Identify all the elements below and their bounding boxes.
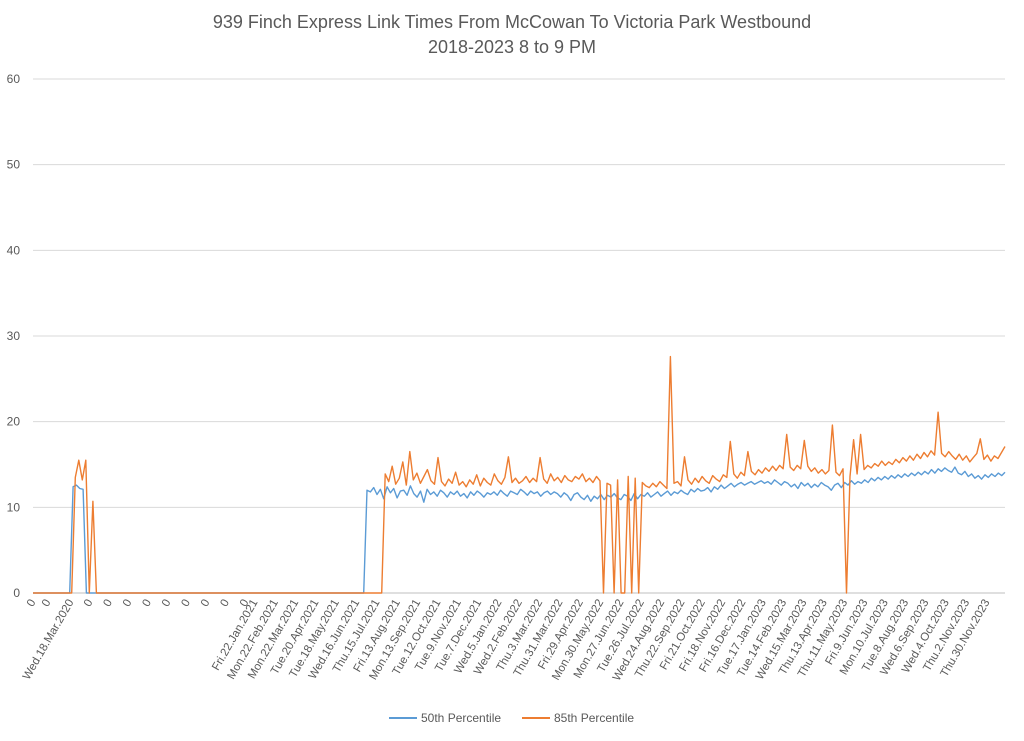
series-line-85th <box>33 355 1006 594</box>
y-tick-label: 60 <box>7 72 21 86</box>
x-tick-label: 0 <box>121 598 135 610</box>
y-tick-label: 50 <box>7 158 21 172</box>
x-tick-label: Wed.18.Mar.2020 <box>21 598 77 682</box>
series-line-50th <box>33 466 1006 594</box>
legend-label-50th: 50th Percentile <box>421 711 501 725</box>
y-tick-label: 40 <box>7 243 21 257</box>
y-tick-label: 0 <box>13 586 20 600</box>
chart-title: 939 Finch Express Link Times From McCowa… <box>212 12 812 32</box>
x-tick-label: 0 <box>25 598 39 610</box>
x-tick-label: 0 <box>160 598 174 610</box>
y-tick-label: 10 <box>7 500 21 514</box>
x-tick-label: 0 <box>238 598 252 610</box>
x-tick-label: 0 <box>199 598 213 610</box>
x-tick-label: 0 <box>180 598 194 610</box>
chart-subtitle: 2018-2023 8 to 9 PM <box>427 37 597 57</box>
legend-label-85th: 85th Percentile <box>554 711 634 725</box>
x-tick-label: 0 <box>82 598 96 610</box>
x-tick-label: 0 <box>102 598 116 610</box>
x-tick-label: 0 <box>219 598 233 610</box>
y-tick-label: 20 <box>7 415 21 429</box>
x-tick-label: 0 <box>40 598 54 610</box>
x-tick-label: 0 <box>141 598 155 610</box>
y-tick-label: 30 <box>7 329 21 343</box>
